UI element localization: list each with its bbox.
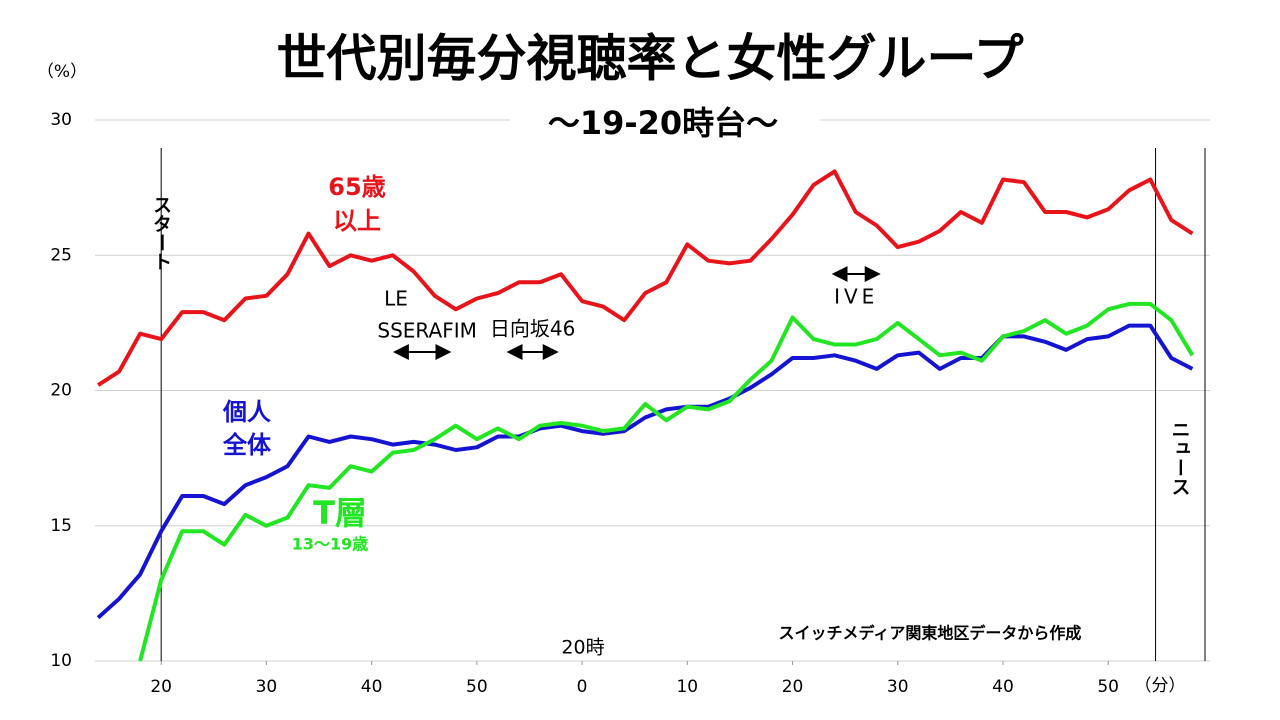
event-label: SSERAFIM bbox=[377, 319, 476, 343]
event-label: LE bbox=[384, 287, 408, 311]
marker-label: スタート bbox=[150, 195, 172, 271]
x-tick-label: 50 bbox=[1097, 677, 1119, 697]
y-tick-label: 25 bbox=[50, 245, 72, 265]
y-tick-label: 30 bbox=[50, 110, 72, 130]
x-tick-label: 10 bbox=[676, 677, 698, 697]
x-tick-label: 0 bbox=[577, 677, 588, 697]
x-tick-label: 20 bbox=[150, 677, 172, 697]
y-unit: （%） bbox=[37, 62, 87, 82]
series-label: 個人 bbox=[222, 398, 271, 426]
series-label: 13～19歳 bbox=[292, 535, 369, 554]
y-tick-label: 15 bbox=[50, 516, 72, 536]
x-tick-label: 40 bbox=[992, 677, 1014, 697]
series-label: 65歳 bbox=[328, 173, 385, 201]
x-tick-label: 50 bbox=[466, 677, 488, 697]
chart-title: 世代別毎分視聴率と女性グループ bbox=[277, 30, 1024, 88]
hour-label: 20時 bbox=[561, 637, 604, 659]
source: スイッチメディア関東地区データから作成 bbox=[779, 624, 1082, 643]
x-unit: （分） bbox=[1135, 676, 1186, 696]
series-label: 全体 bbox=[222, 431, 272, 459]
x-tick-label: 30 bbox=[256, 677, 278, 697]
subtitle: ～19-20時台～ bbox=[548, 104, 778, 142]
subtitle-bg bbox=[510, 104, 820, 144]
series-label: T層 bbox=[313, 494, 367, 532]
marker-label: ニュース bbox=[1169, 420, 1191, 496]
y-tick-label: 20 bbox=[50, 381, 72, 401]
x-tick-label: 30 bbox=[887, 677, 909, 697]
event-label: 日向坂46 bbox=[490, 317, 575, 341]
series-line bbox=[96, 323, 1194, 620]
series-line bbox=[138, 301, 1195, 662]
series-label: 以上 bbox=[333, 207, 381, 235]
event-label: IVE bbox=[834, 285, 878, 309]
y-tick-label: 10 bbox=[50, 651, 72, 671]
x-tick-label: 20 bbox=[782, 677, 804, 697]
x-tick-label: 40 bbox=[361, 677, 383, 697]
series-line bbox=[97, 169, 1194, 387]
